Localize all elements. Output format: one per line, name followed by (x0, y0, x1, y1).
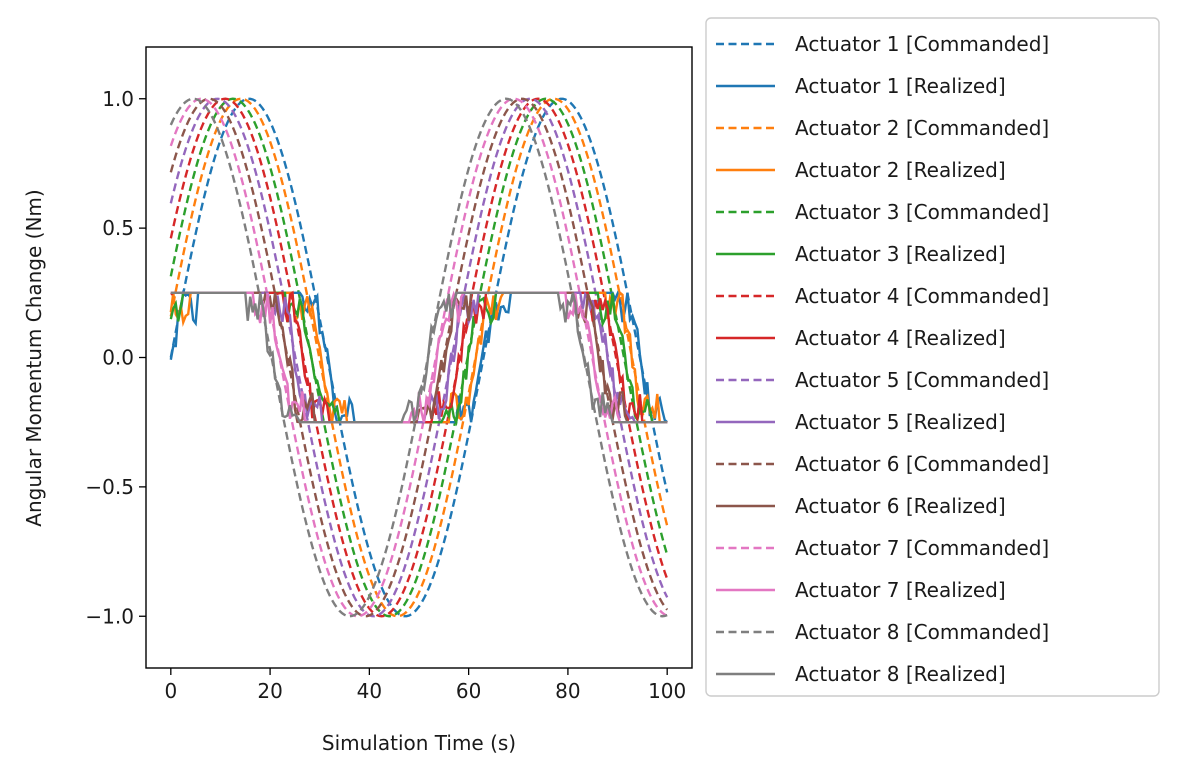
legend-label: Actuator 1 [Commanded] (795, 32, 1049, 56)
x-axis: 0 20 40 60 80 100 (164, 668, 686, 703)
x-tick-label: 60 (456, 679, 481, 703)
legend-label: Actuator 7 [Commanded] (795, 536, 1049, 560)
y-tick-label: 1.0 (102, 87, 134, 111)
x-tick-label: 20 (257, 679, 282, 703)
x-tick-label: 40 (357, 679, 382, 703)
series-line-commanded-5 (169, 97, 669, 618)
legend: Actuator 1 [Commanded] Actuator 1 [Realiz… (705, 17, 1160, 697)
x-tick-label: 0 (164, 679, 177, 703)
legend-label: Actuator 1 [Realized] (795, 74, 1006, 98)
x-tick-label: 80 (555, 679, 580, 703)
series-line-commanded-4 (169, 97, 669, 618)
x-tick-label: 100 (648, 679, 686, 703)
legend-frame (705, 17, 1160, 697)
legend-label: Actuator 3 [Realized] (795, 242, 1006, 266)
series-line-commanded-3 (169, 97, 669, 618)
series-line-commanded-6 (169, 97, 669, 618)
legend-label: Actuator 2 [Commanded] (795, 116, 1049, 140)
series-line-realized-8 (170, 291, 668, 426)
legend-label: Actuator 7 [Realized] (795, 578, 1006, 602)
legend-label: Actuator 3 [Commanded] (795, 200, 1049, 224)
y-axis: 1.0 0.5 0.0 −0.5 −1.0 (85, 87, 146, 628)
legend-label: Actuator 4 [Realized] (795, 326, 1006, 350)
legend-label: Actuator 8 [Realized] (795, 662, 1006, 686)
legend-label: Actuator 6 [Commanded] (795, 452, 1049, 476)
y-tick-label: 0.5 (102, 216, 134, 240)
series-line-commanded-2 (169, 97, 669, 618)
legend-label: Actuator 5 [Commanded] (795, 368, 1049, 392)
series-line-commanded-1 (169, 97, 669, 618)
legend-label: Actuator 5 [Realized] (795, 410, 1006, 434)
y-tick-label: −1.0 (85, 604, 134, 628)
x-axis-label: Simulation Time (s) (322, 731, 516, 755)
legend-label: Actuator 6 [Realized] (795, 494, 1006, 518)
y-tick-label: −0.5 (85, 475, 134, 499)
legend-label: Actuator 8 [Commanded] (795, 620, 1049, 644)
legend-label: Actuator 2 [Realized] (795, 158, 1006, 182)
legend-label: Actuator 4 [Commanded] (795, 284, 1049, 308)
plot-frame (145, 46, 693, 669)
y-axis-label: Angular Momentum Change (Nm) (22, 189, 46, 526)
series-line-commanded-7 (169, 97, 668, 618)
y-tick-label: 0.0 (102, 346, 134, 370)
series-layer (169, 97, 669, 618)
